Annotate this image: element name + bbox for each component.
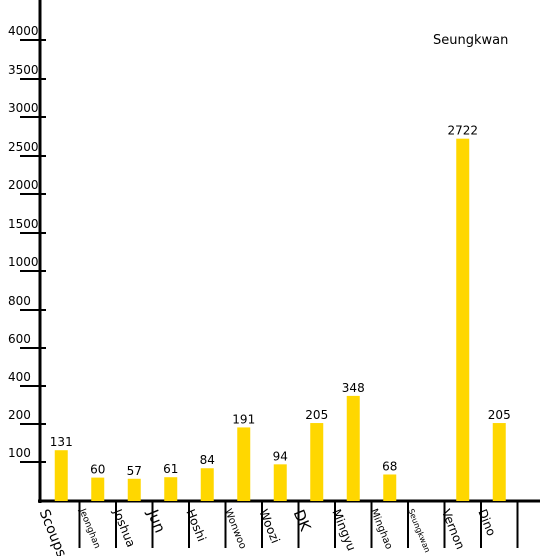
bars: 131 60 57 61 84 191 94 205 348 68 2722 205 (50, 124, 511, 501)
bar-value-label: 94 (273, 449, 288, 463)
x-tick-label: Seungkwan (406, 507, 432, 553)
y-tick-label: 600 (8, 332, 31, 346)
y-axis: 100 200 400 600 800 1000 1500 2000 2500 3000 3500 4… (8, 0, 46, 503)
x-tick-label: DK (290, 507, 315, 535)
y-tick-label: 1500 (8, 217, 39, 231)
bar (310, 423, 324, 501)
y-tick-label: 1000 (8, 255, 39, 269)
x-tick-label: Dino (475, 507, 498, 538)
y-tick-label: 100 (8, 446, 31, 460)
legend-label: Seungkwan (433, 33, 509, 48)
y-tick-label: 2000 (8, 178, 39, 192)
bar (200, 468, 214, 501)
bar (273, 464, 287, 501)
bar-value-label: 60 (90, 463, 105, 477)
bar (54, 450, 68, 501)
y-tick-label: 3000 (8, 101, 39, 115)
bar (127, 478, 141, 501)
bar-value-label: 84 (200, 453, 215, 467)
bar-value-label: 131 (50, 435, 73, 449)
bar-value-label: 61 (163, 462, 178, 476)
bar-value-label: 68 (382, 459, 397, 473)
y-tick-label: 3500 (8, 63, 39, 77)
x-tick-label: Jun (143, 506, 169, 535)
bar-value-label: 205 (488, 408, 511, 422)
bar (164, 477, 178, 501)
bar-value-label: 205 (305, 408, 328, 422)
bar (456, 138, 470, 501)
bar (383, 474, 397, 501)
bar (492, 423, 506, 501)
bar-value-label: 191 (232, 412, 255, 426)
y-tick-label: 400 (8, 370, 31, 384)
bar-value-label: 57 (127, 464, 142, 478)
bar (91, 477, 105, 501)
y-tick-label: 2500 (8, 140, 39, 154)
y-tick-label: 200 (8, 408, 31, 422)
x-tick-label: Vernon (439, 507, 468, 551)
x-tick-label: Woozi (256, 507, 282, 545)
bar-value-label: 2722 (447, 124, 478, 138)
y-tick-label: 800 (8, 294, 31, 308)
x-axis: Scoups Jeonghan Joshua Jun Hoshi Wonwoo Woozi D… (36, 499, 540, 556)
x-tick-label: Joshua (110, 506, 138, 549)
y-tick-label: 4000 (8, 24, 39, 38)
bar-value-label: 348 (342, 381, 365, 395)
bar (237, 427, 251, 501)
x-tick-label: Scoups (36, 507, 70, 556)
x-tick-label: Hoshi (183, 507, 209, 543)
bar (346, 395, 360, 501)
x-tick-label: Mingyu (329, 507, 358, 553)
